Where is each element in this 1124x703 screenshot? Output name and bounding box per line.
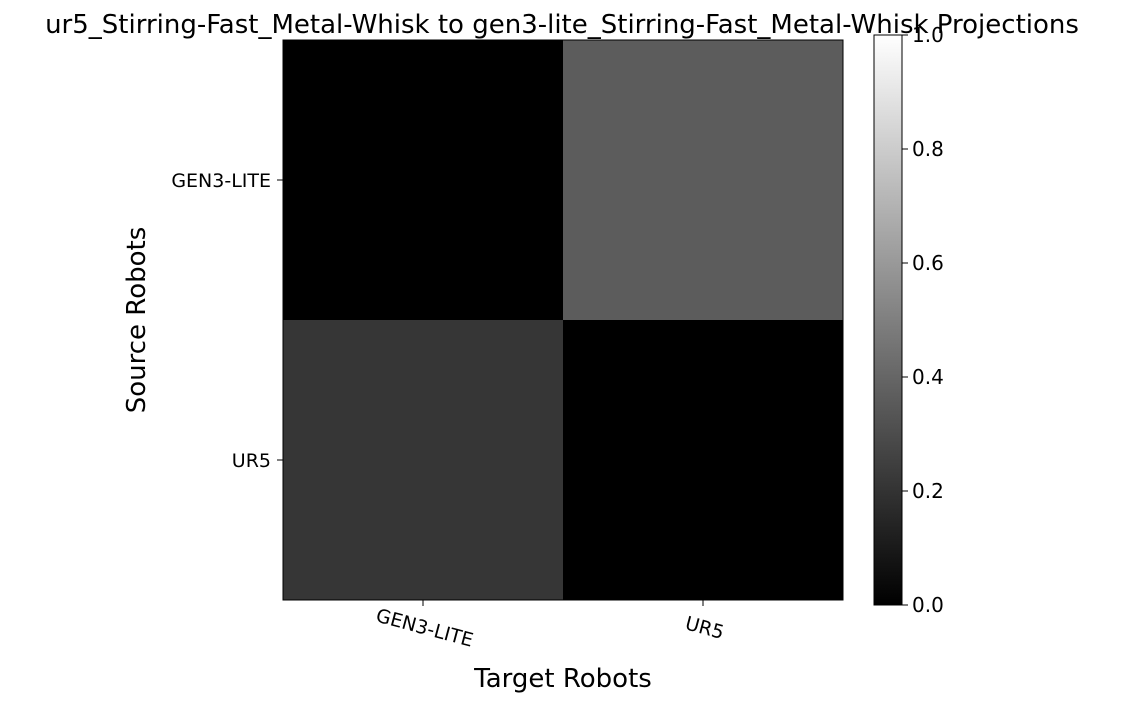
x-tick-label: UR5	[683, 613, 727, 644]
heatmap-cell-0-1	[563, 40, 843, 320]
y-tick-label: UR5	[232, 450, 271, 472]
colorbar-tick-label: 0.8	[912, 137, 944, 161]
heatmap-cells	[283, 40, 843, 600]
heatmap-cell-0-0	[283, 40, 563, 320]
y-tick-label: GEN3-LITE	[171, 170, 271, 192]
x-tick-label: GEN3-LITE	[374, 605, 476, 652]
colorbar-tick-label: 1.0	[912, 23, 944, 47]
colorbar-tick-label: 0.0	[912, 593, 944, 617]
x-axis-label: Target Robots	[473, 664, 652, 694]
colorbar-tick-group: 0.0 0.2 0.4 0.6 0.8 1.0	[902, 23, 944, 617]
heatmap-cell-1-1	[563, 320, 843, 600]
heatmap-cell-1-0	[283, 320, 563, 600]
colorbar-tick-label: 0.2	[912, 479, 944, 503]
colorbar-tick-label: 0.6	[912, 251, 944, 275]
colorbar	[873, 34, 903, 606]
x-tick-group: GEN3-LITE UR5	[374, 600, 727, 652]
plot-frame	[282, 39, 844, 601]
y-axis-label: Source Robots	[122, 227, 152, 414]
colorbar-tick-label: 0.4	[912, 365, 944, 389]
y-tick-group: GEN3-LITE UR5	[171, 170, 283, 472]
